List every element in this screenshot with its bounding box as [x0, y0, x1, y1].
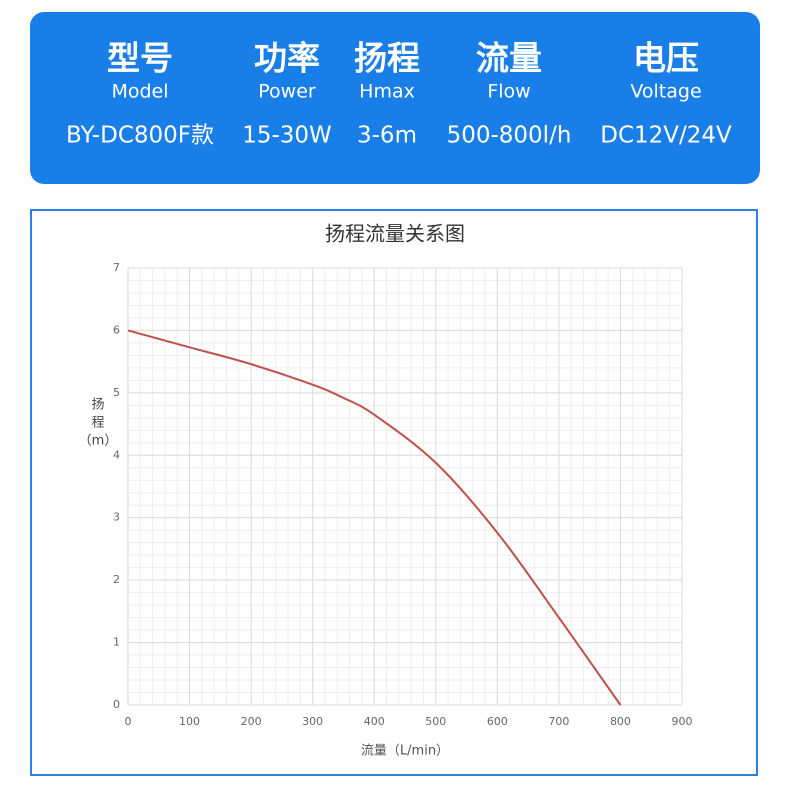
spec-title: 功率: [254, 39, 320, 78]
spec-subtitle: Flow: [487, 81, 530, 103]
spec-banner: [30, 12, 760, 184]
spec-title: 型号: [107, 39, 173, 78]
x-axis-label: 流量（L/min）: [361, 744, 449, 759]
y-axis-label: 程: [91, 416, 104, 431]
plot: 0 100 200 300 400 500 600 700 800 900 0 1 2 3 4 5 6 7 扬程 （m…: [79, 261, 693, 728]
spec-title: 流量: [476, 39, 542, 78]
x-tick-label: 500: [425, 715, 446, 728]
spec-subtitle: Power: [258, 81, 316, 103]
x-tick-label: 200: [241, 715, 262, 728]
y-axis-label: （m）: [79, 434, 118, 449]
spec-value: BY-DC800F款: [66, 123, 214, 149]
x-tick-label: 0: [125, 715, 132, 728]
x-tick-label: 100: [179, 715, 200, 728]
y-tick-label: 2: [113, 573, 120, 586]
y-tick-label: 6: [113, 323, 120, 336]
spec-value: DC12V/24V: [600, 123, 732, 149]
y-tick-label: 1: [113, 636, 120, 649]
spec-title: 电压: [633, 39, 699, 78]
y-tick-label: 7: [113, 261, 120, 274]
spec-value: 500-800l/h: [447, 123, 572, 149]
x-tick-label: 300: [302, 715, 323, 728]
chart-title: 扬程流量关系图: [325, 222, 465, 246]
y-tick-label: 4: [113, 448, 120, 461]
spec-value: 3-6m: [357, 123, 417, 149]
y-axis-label: 扬: [91, 398, 104, 413]
x-tick-label: 700: [548, 715, 569, 728]
x-tick-label: 800: [610, 715, 631, 728]
spec-columns: 型号 Model BY-DC800F款 功率 Power 15-30W 扬程 Hmax 3-6m…: [66, 39, 732, 149]
line-series: [127, 329, 622, 706]
spec-subtitle: Hmax: [359, 81, 415, 103]
spec-value: 15-30W: [242, 123, 332, 149]
y-tick-label: 0: [113, 698, 120, 711]
y-tick-label: 3: [113, 511, 120, 524]
spec-title: 扬程: [354, 39, 420, 78]
x-tick-label: 400: [364, 715, 385, 728]
spec-subtitle: Voltage: [630, 81, 701, 103]
spec-subtitle: Model: [111, 81, 168, 103]
y-tick-label: 5: [113, 386, 120, 399]
x-tick-label: 600: [487, 715, 508, 728]
x-tick-label: 900: [672, 715, 693, 728]
